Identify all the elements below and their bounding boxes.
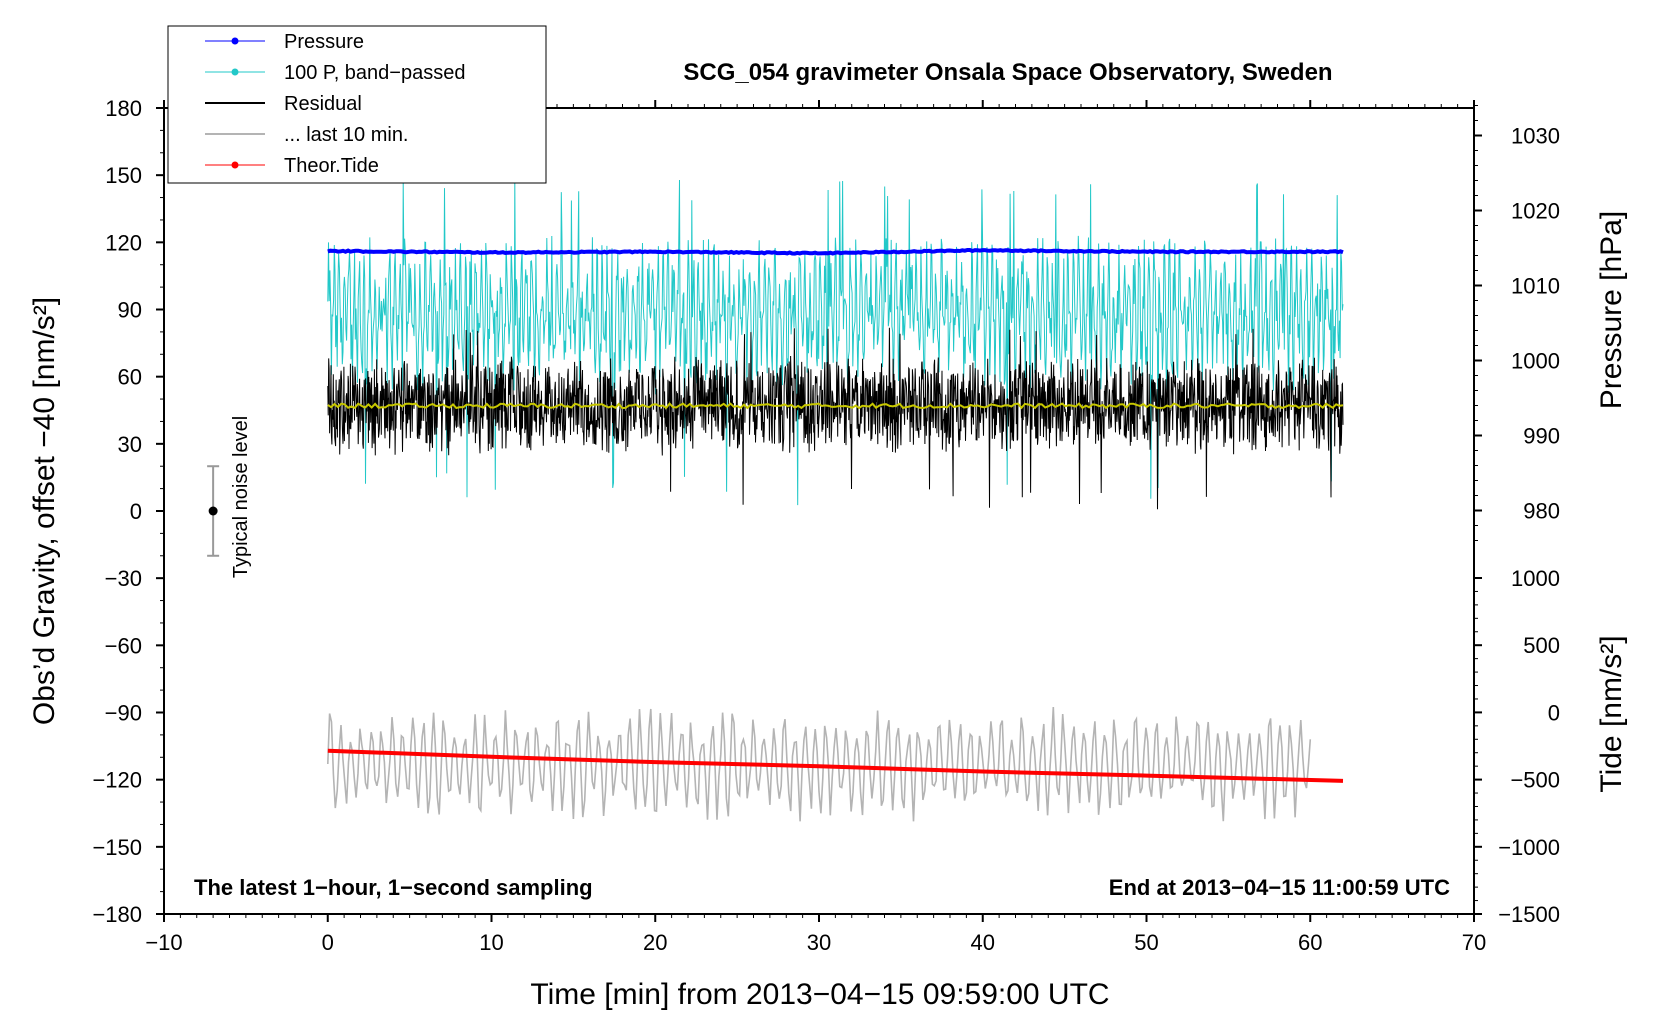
last-10-min-line: [327, 706, 1312, 822]
tide-tick-label: −1000: [1498, 835, 1560, 860]
noise-bar: Typical noise level: [207, 416, 252, 578]
pressure-tick-label: 980: [1523, 499, 1560, 524]
tide-tick-label: 0: [1548, 700, 1560, 725]
y-tick-label: −60: [105, 633, 142, 658]
y-tick-label: −30: [105, 566, 142, 591]
pressure-tick-label: 990: [1523, 424, 1560, 449]
y-tick-label: 150: [105, 163, 142, 188]
annotation-right: End at 2013−04−15 11:00:59 UTC: [1109, 875, 1450, 900]
legend-label: 100 P, band−passed: [284, 62, 465, 84]
tide-axis-title: Tide [nm/s²]: [1595, 635, 1628, 792]
legend-label: Theor.Tide: [284, 155, 379, 177]
x-tick-label: 20: [643, 930, 667, 955]
x-axis-title: Time [min] from 2013−04−15 09:59:00 UTC: [530, 978, 1109, 1011]
y-tick-label: −150: [92, 835, 142, 860]
y-tick-label: 90: [118, 298, 142, 323]
pressure-tick-label: 1000: [1511, 349, 1560, 374]
legend-label: Residual: [284, 93, 362, 115]
pressure-tick-label: 1030: [1511, 124, 1560, 149]
legend-label: Pressure: [284, 31, 364, 53]
x-tick-label: 50: [1134, 930, 1158, 955]
noise-bar-dot: [208, 506, 218, 516]
y-tick-label: 60: [118, 365, 142, 390]
x-tick-label: 60: [1298, 930, 1322, 955]
legend-swatch-marker: [231, 68, 239, 76]
tide-tick-label: −500: [1510, 768, 1560, 793]
chart-title: SCG_054 gravimeter Onsala Space Observat…: [683, 59, 1332, 86]
x-tick-label: 70: [1462, 930, 1486, 955]
tide-tick-label: −1500: [1498, 902, 1560, 927]
y-tick-label: 0: [130, 499, 142, 524]
pressure-tick-label: 1010: [1511, 274, 1560, 299]
ticks-layer: −10 0 10 20 30 40 50 60 701801501209060300−30−60…: [92, 96, 1560, 955]
annotation-left: The latest 1−hour, 1−second sampling: [194, 875, 593, 900]
x-tick-label: 40: [971, 930, 995, 955]
legend-label: ... last 10 min.: [284, 124, 409, 146]
theoretical-tide-line: [327, 748, 1344, 783]
legend-swatch-marker: [231, 37, 239, 45]
tide-tick-label: 1000: [1511, 566, 1560, 591]
bandpassed-pressure-line: [327, 179, 1344, 506]
y-tick-label: 120: [105, 230, 142, 255]
y-tick-label: 30: [118, 432, 142, 457]
pressure-tick-label: 1020: [1511, 199, 1560, 224]
pressure-axis-title: Pressure [hPa]: [1595, 211, 1628, 409]
y-tick-label: −180: [92, 902, 142, 927]
x-tick-label: 0: [322, 930, 334, 955]
pressure-line: [327, 248, 1344, 256]
series-layer: [327, 179, 1344, 822]
x-tick-label: −10: [145, 930, 182, 955]
residual-mean-line: [327, 402, 1344, 410]
legend-swatch-marker: [231, 161, 239, 169]
x-tick-label: 30: [807, 930, 831, 955]
x-tick-label: 10: [479, 930, 503, 955]
legend-box: [167, 25, 547, 184]
residual-line: [327, 327, 1344, 510]
y-tick-label: 180: [105, 96, 142, 121]
noise-bar-label: Typical noise level: [230, 416, 252, 578]
y-axis-title: Obs’d Gravity, offset −40 [nm/s²]: [28, 297, 61, 725]
legend: Pressure 100 P, band−passed Residual ... la…: [167, 25, 547, 184]
tide-tick-label: 500: [1523, 633, 1560, 658]
y-tick-label: −90: [105, 701, 142, 726]
y-tick-label: −120: [92, 768, 142, 793]
